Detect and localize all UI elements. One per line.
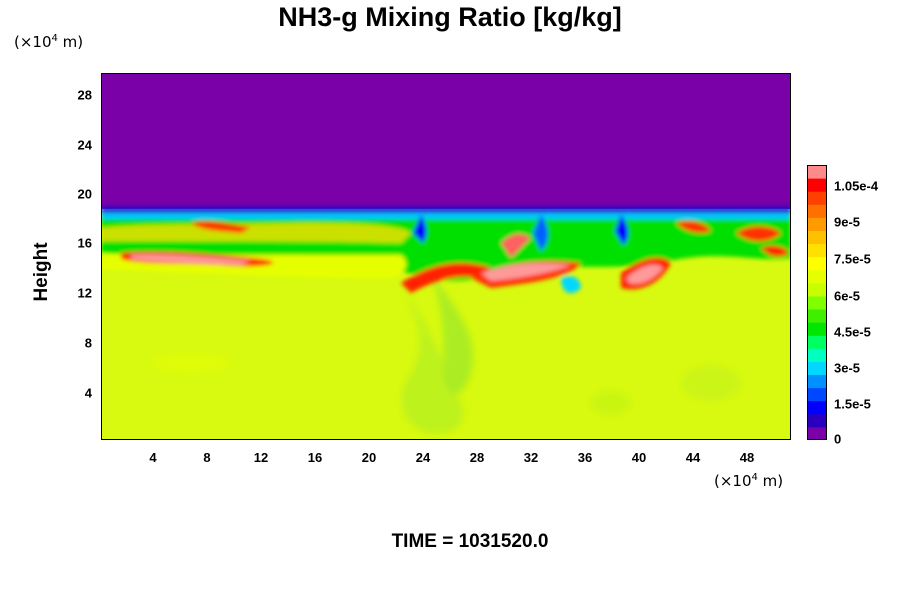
colorbar-band [807,361,827,376]
y-tick-label: 8 [84,335,92,351]
colorbar-band [807,204,827,218]
x-tick-label: 32 [523,450,539,465]
colorbar-band [807,243,827,258]
colorbar-band [807,165,827,179]
colorbar-label: 1.05e-4 [834,178,879,194]
heatmap-plot-area [101,73,791,440]
colorbar-band [807,282,827,297]
colorbar-label: 1.5e-5 [834,396,871,412]
x-tick-label: 8 [203,450,211,465]
x-axis-unit: (×104 m) [714,472,784,490]
x-tick-label: 36 [577,450,593,465]
y-tick-label: 24 [77,137,92,153]
colorbar-band [807,191,827,205]
y-tick-label: 12 [77,285,92,301]
colorbar-band [807,295,827,310]
plume-structure [151,273,741,434]
x-tick-label: 12 [253,450,269,465]
colorbar-band [807,269,827,284]
colorbar-band [807,309,827,323]
colorbar-band [807,400,827,415]
colorbar-label: 9e-5 [834,214,861,230]
x-tick-label: 20 [361,450,377,465]
x-tick-label: 48 [739,450,755,465]
colorbar-band [807,230,827,245]
x-tick-label: 28 [469,450,485,465]
colorbar-label: 4.5e-5 [834,324,871,340]
colorbar [807,165,827,440]
colorbar-band [807,256,827,271]
colorbar-label: 3e-5 [834,360,861,376]
colorbar-band [807,387,827,402]
y-tick-label: 4 [84,385,92,401]
y-tick-label: 20 [77,186,92,202]
colorbar-label: 7.5e-5 [834,251,871,267]
colorbar-band [807,413,827,428]
colorbar-label: 0 [834,431,842,447]
x-tick-label: 24 [415,450,431,465]
x-tick-label: 16 [307,450,323,465]
y-tick-label: 16 [77,235,92,251]
colorbar-band [807,348,827,362]
x-tick-label: 4 [149,450,157,465]
x-tick-label: 44 [685,450,701,465]
y-axis-unit: (×104 m) [14,33,84,51]
colorbar-band [807,335,827,349]
y-axis-label: Height [31,242,52,302]
time-label: TIME = 1031520.0 [391,531,549,552]
x-tick-label: 40 [631,450,647,465]
colorbar-band [807,178,827,192]
y-tick-label: 28 [77,87,92,103]
interface-band [101,207,791,294]
chart-title: NH3-g Mixing Ratio [kg/kg] [278,2,622,32]
upper-depleted-layer [101,73,791,209]
plot-frame [101,73,791,440]
colorbar-band [807,426,827,440]
colorbar-band [807,322,827,336]
colorbar-band [807,374,827,389]
colorbar-frame [807,165,827,440]
colorbar-band [807,217,827,231]
colorbar-label: 6e-5 [834,288,861,304]
